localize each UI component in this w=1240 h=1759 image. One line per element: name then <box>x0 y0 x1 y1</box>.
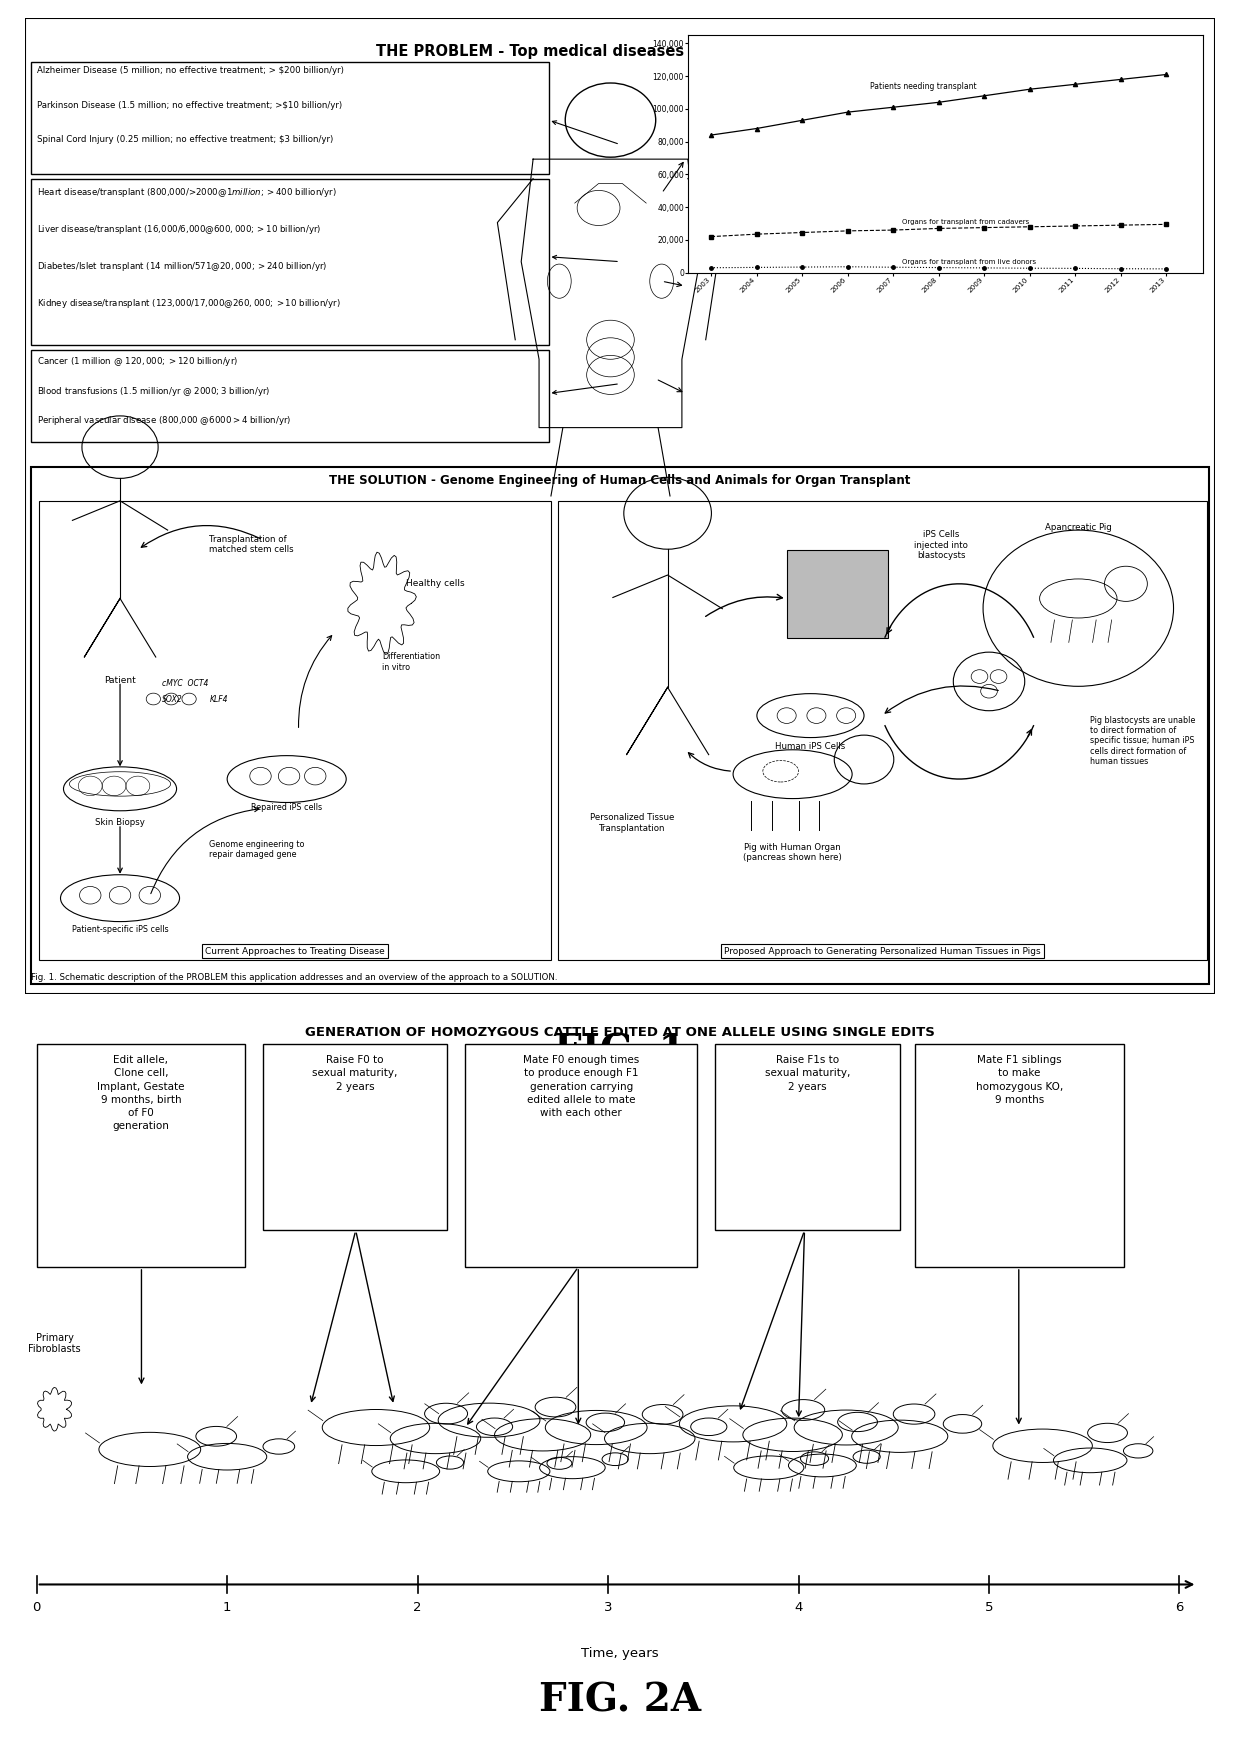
Bar <box>31 62 548 174</box>
Bar <box>31 350 548 442</box>
Bar <box>715 1045 900 1231</box>
Text: Raise F0 to
sexual maturity,
2 years: Raise F0 to sexual maturity, 2 years <box>312 1055 398 1092</box>
Bar <box>263 1045 448 1231</box>
Text: Cancer (1 million @ $120,000; > $120 billion/yr): Cancer (1 million @ $120,000; > $120 bil… <box>37 355 238 368</box>
Text: Transplantation of
matched stem cells: Transplantation of matched stem cells <box>210 535 294 554</box>
Text: 1: 1 <box>223 1601 232 1613</box>
Bar <box>31 179 548 345</box>
Text: FIG. 1: FIG. 1 <box>554 1033 686 1071</box>
Text: Raise F1s to
sexual maturity,
2 years: Raise F1s to sexual maturity, 2 years <box>765 1055 851 1092</box>
Text: Edit allele,
Clone cell,
Implant, Gestate
9 months, birth
of F0
generation: Edit allele, Clone cell, Implant, Gestat… <box>97 1055 185 1131</box>
Text: Organs for transplant from live donors: Organs for transplant from live donors <box>903 260 1037 266</box>
Text: Mate F0 enough times
to produce enough F1
generation carrying
edited allele to m: Mate F0 enough times to produce enough F… <box>523 1055 640 1119</box>
Text: Pig with Human Organ
(pancreas shown here): Pig with Human Organ (pancreas shown her… <box>743 843 842 862</box>
Text: Proposed Approach to Generating Personalized Human Tissues in Pigs: Proposed Approach to Generating Personal… <box>724 946 1040 955</box>
Text: Time, years: Time, years <box>582 1646 658 1659</box>
Text: GENERATION OF HOMOZYGOUS CATTLE EDITED AT ONE ALLELE USING SINGLE EDITS: GENERATION OF HOMOZYGOUS CATTLE EDITED A… <box>305 1025 935 1040</box>
Text: Parkinson Disease (1.5 million; no effective treatment; >$10 billion/yr): Parkinson Disease (1.5 million; no effec… <box>37 100 342 109</box>
Bar <box>31 466 1209 983</box>
Text: iPS Cells
injected into
blastocysts: iPS Cells injected into blastocysts <box>914 529 968 559</box>
Text: Current Approaches to Treating Disease: Current Approaches to Treating Disease <box>205 946 384 955</box>
Text: Heart disease/transplant (800,000/>2000@$1 million; >$400 billion/yr): Heart disease/transplant (800,000/>2000@… <box>37 185 336 199</box>
Text: Patient: Patient <box>104 675 136 684</box>
Text: Differentiation
in vitro: Differentiation in vitro <box>382 653 440 672</box>
Bar <box>915 1045 1123 1266</box>
Text: 0: 0 <box>32 1601 41 1613</box>
Text: Patients needing transplant: Patients needing transplant <box>870 83 977 91</box>
Text: THE PROBLEM - Top medical diseases cost ≈$1 trillion/year: THE PROBLEM - Top medical diseases cost … <box>376 44 864 60</box>
Bar <box>465 1045 697 1266</box>
Bar <box>786 549 888 637</box>
Text: Blood transfusions (1.5 million/yr @ $2000; $3 billion/yr): Blood transfusions (1.5 million/yr @ $20… <box>37 385 270 398</box>
Text: THE SOLUTION - Genome Engineering of Human Cells and Animals for Organ Transplan: THE SOLUTION - Genome Engineering of Hum… <box>330 475 910 487</box>
Text: Mate F1 siblings
to make
homozygous KO,
9 months: Mate F1 siblings to make homozygous KO, … <box>976 1055 1063 1105</box>
Bar <box>40 501 551 960</box>
Text: Repaired iPS cells: Repaired iPS cells <box>252 804 322 813</box>
Text: Spinal Cord Injury (0.25 million; no effective treatment; $3 billion/yr): Spinal Cord Injury (0.25 million; no eff… <box>37 135 334 144</box>
Text: Primary
Fibroblasts: Primary Fibroblasts <box>29 1333 81 1354</box>
Bar <box>558 501 1207 960</box>
Text: Liver disease/transplant (16,000/6,000@$600,000;> $10 billion/yr): Liver disease/transplant (16,000/6,000@$… <box>37 223 321 236</box>
Text: Organs for transplant from cadavers: Organs for transplant from cadavers <box>903 218 1029 225</box>
Text: Healthy cells: Healthy cells <box>405 579 464 588</box>
Text: FIG. 2A: FIG. 2A <box>539 1682 701 1720</box>
Text: Skin Biopsy: Skin Biopsy <box>95 818 145 827</box>
Text: 4: 4 <box>795 1601 802 1613</box>
Text: cMYC  OCT4: cMYC OCT4 <box>161 679 208 688</box>
Text: Alzheimer Disease (5 million; no effective treatment; > $200 billion/yr): Alzheimer Disease (5 million; no effecti… <box>37 67 343 76</box>
Text: Fig. 1. Schematic description of the PROBLEM this application addresses and an o: Fig. 1. Schematic description of the PRO… <box>31 973 557 982</box>
Text: Kidney disease/transplant (123,000/17,000@$260,000; > $10 billion/yr): Kidney disease/transplant (123,000/17,00… <box>37 297 340 310</box>
Text: 6: 6 <box>1176 1601 1184 1613</box>
Text: Human iPS Cells: Human iPS Cells <box>775 742 846 751</box>
Text: 3: 3 <box>604 1601 613 1613</box>
Text: Peripheral vascular disease (800,000 @$6000 > $4 billion/yr): Peripheral vascular disease (800,000 @$6… <box>37 413 291 427</box>
Text: 2: 2 <box>413 1601 422 1613</box>
Text: 5: 5 <box>985 1601 993 1613</box>
Text: Diabetes/Islet transplant (14 million/571@$20,000; > $240 billion/yr): Diabetes/Islet transplant (14 million/57… <box>37 260 327 273</box>
Bar <box>37 1045 246 1266</box>
Text: Patient-specific iPS cells: Patient-specific iPS cells <box>72 925 169 934</box>
Text: KLF4: KLF4 <box>210 695 228 704</box>
Text: Personalized Tissue
Transplantation: Personalized Tissue Transplantation <box>590 813 675 832</box>
Text: Apancreatic Pig: Apancreatic Pig <box>1045 522 1112 533</box>
Text: Pig blastocysts are unable
to direct formation of
specific tissue; human iPS
cel: Pig blastocysts are unable to direct for… <box>1090 716 1195 767</box>
Text: Genome engineering to
repair damaged gene: Genome engineering to repair damaged gen… <box>210 839 305 858</box>
Text: SOX2: SOX2 <box>161 695 182 704</box>
